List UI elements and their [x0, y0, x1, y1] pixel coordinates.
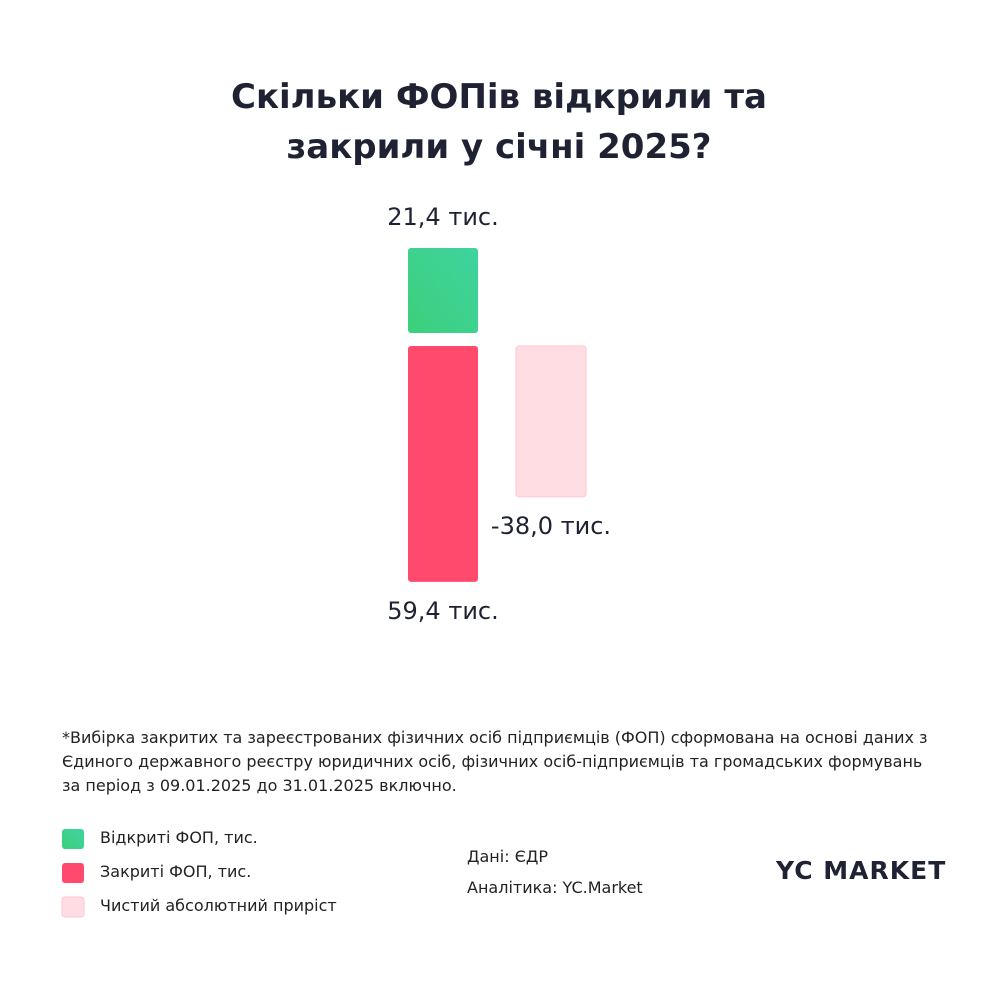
- value-label: 21,4 тис.: [387, 203, 498, 231]
- analytics: Аналітика: YC.Market: [467, 878, 643, 897]
- legend-swatch: [62, 829, 84, 849]
- footnote: *Вибірка закритих та зареєстрованих фізи…: [62, 728, 928, 795]
- legend-label: Відкриті ФОП, тис.: [100, 828, 258, 847]
- legend-label: Чистий абсолютний приріст: [100, 896, 337, 915]
- legend-swatch: [62, 863, 84, 883]
- legend-swatch: [61, 896, 85, 918]
- bar: [515, 345, 587, 498]
- bar: [408, 346, 478, 582]
- chart-title: Скільки ФОПів відкрили та закрили у січн…: [231, 77, 767, 167]
- value-label: 59,4 тис.: [387, 597, 498, 625]
- legend-label: Закриті ФОП, тис.: [100, 862, 252, 881]
- bar: [408, 248, 478, 333]
- value-label: -38,0 тис.: [491, 512, 611, 540]
- source: Дані: ЄДР: [467, 847, 549, 866]
- title-box: Скільки ФОПів відкрили та закрили у січн…: [0, 72, 998, 172]
- logo: YC MARKET: [776, 856, 947, 885]
